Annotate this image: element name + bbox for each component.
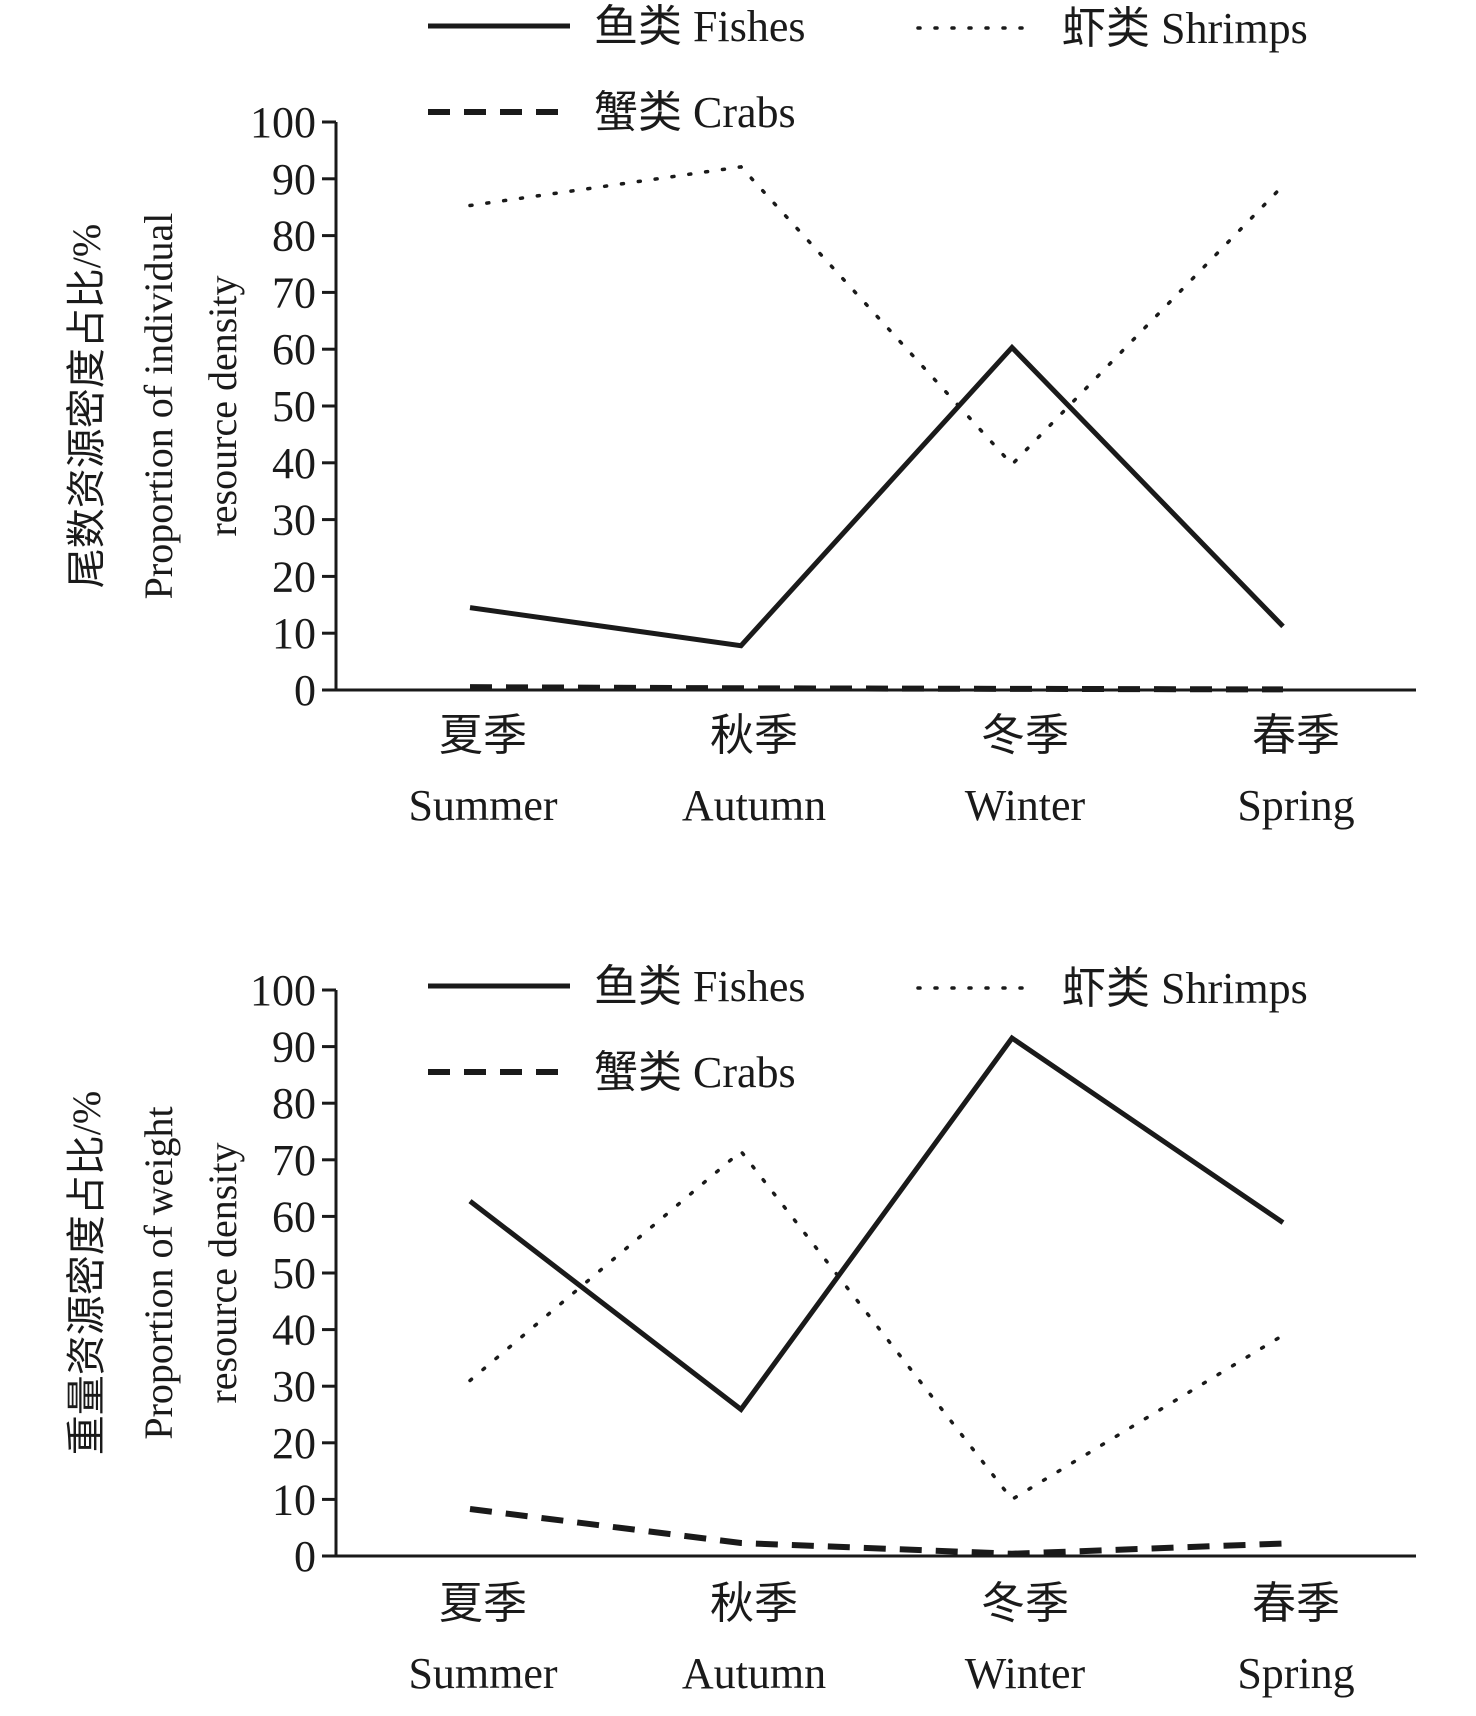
y-axis-title: 尾数资源密度占比/% — [64, 224, 109, 588]
y-tick-label: 70 — [272, 268, 316, 317]
x-category-label-cn: 夏季 — [439, 711, 527, 760]
y-tick-label: 40 — [272, 1306, 316, 1355]
y-tick-label: 60 — [272, 325, 316, 374]
x-category-label-cn: 冬季 — [981, 1579, 1069, 1628]
y-tick-label: 10 — [272, 1475, 316, 1524]
y-tick-label: 0 — [294, 666, 316, 715]
x-category-label-en: Winter — [965, 1649, 1086, 1698]
y-tick-label: 50 — [272, 382, 316, 431]
y-tick-label: 30 — [272, 1362, 316, 1411]
y-tick-label: 100 — [250, 966, 316, 1015]
legend-label: 虾类 Shrimps — [1062, 4, 1308, 53]
x-category-label-en: Spring — [1237, 781, 1354, 830]
y-tick-label: 90 — [272, 1023, 316, 1072]
y-tick-label: 90 — [272, 155, 316, 204]
legend-label: 鱼类 Fishes — [594, 962, 805, 1011]
x-category-label-en: Autumn — [682, 781, 826, 830]
series-line-solid — [468, 1034, 1285, 1413]
chart-panel-1: 0 10 20 30 40 50 60 70 80 90 100 夏季 Summer 秋季 Autumn 冬季… — [64, 2, 1416, 830]
x-category-label-cn: 春季 — [1252, 711, 1340, 760]
y-tick-label: 60 — [272, 1192, 316, 1241]
y-tick-label: 50 — [272, 1249, 316, 1298]
x-category-label-en: Spring — [1237, 1649, 1354, 1698]
chart-panel-2: 0 10 20 30 40 50 60 70 80 90 100 夏季 Summer 秋季 Autumn 冬季… — [64, 962, 1416, 1698]
series-line-dotted — [468, 165, 1285, 468]
x-category-label-en: Winter — [965, 781, 1086, 830]
series-line-dotted — [468, 1148, 1285, 1502]
y-axis-title: Proportion of weight — [136, 1106, 181, 1439]
y-tick-label: 80 — [272, 212, 316, 261]
x-category-label-en: Summer — [408, 781, 557, 830]
x-category-label-cn: 秋季 — [710, 1579, 798, 1628]
y-tick-label: 80 — [272, 1079, 316, 1128]
y-tick-label: 30 — [272, 496, 316, 545]
series-line-dashed — [469, 1506, 1284, 1557]
x-category-label-en: Autumn — [682, 1649, 826, 1698]
y-axis-title: resource density — [200, 275, 245, 536]
legend-label: 蟹类 Crabs — [594, 1048, 796, 1097]
series-line-dashed — [469, 684, 1284, 693]
y-tick-label: 20 — [272, 1419, 316, 1468]
legend-label: 虾类 Shrimps — [1062, 964, 1308, 1013]
x-category-label-cn: 秋季 — [710, 711, 798, 760]
series-line-solid — [469, 343, 1285, 649]
x-category-label-cn: 冬季 — [981, 711, 1069, 760]
y-axis-title: resource density — [200, 1142, 245, 1403]
x-category-label-cn: 夏季 — [439, 1579, 527, 1628]
y-tick-label: 0 — [294, 1532, 316, 1581]
y-axis-title: 重量资源密度占比/% — [64, 1091, 109, 1455]
y-tick-label: 20 — [272, 552, 316, 601]
y-tick-label: 70 — [272, 1136, 316, 1185]
legend-label: 鱼类 Fishes — [594, 2, 805, 51]
y-tick-label: 10 — [272, 609, 316, 658]
y-tick-label: 40 — [272, 439, 316, 488]
y-tick-label: 100 — [250, 98, 316, 147]
x-category-label-cn: 春季 — [1252, 1579, 1340, 1628]
x-category-label-en: Summer — [408, 1649, 557, 1698]
y-axis-title: Proportion of individual — [136, 213, 181, 600]
legend-label: 蟹类 Crabs — [594, 88, 796, 137]
